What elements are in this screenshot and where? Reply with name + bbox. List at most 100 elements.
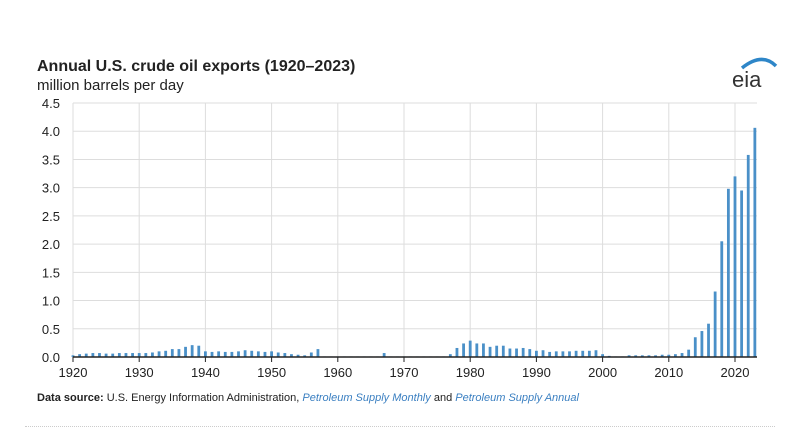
x-tick-label: 1940 [191, 365, 220, 380]
x-tick-label: 1990 [522, 365, 551, 380]
svg-text:eia: eia [732, 67, 762, 92]
x-tick-label: 1920 [59, 365, 88, 380]
bar-1955 [303, 355, 307, 357]
bar-1928 [124, 353, 128, 357]
bar-1954 [296, 354, 300, 357]
bar-1957 [316, 349, 320, 357]
bar-1949 [263, 351, 267, 357]
bar-2015 [700, 331, 704, 357]
bar-1967 [382, 353, 386, 357]
x-tick-label: 2010 [654, 365, 683, 380]
bar-2017 [713, 291, 717, 357]
x-tick-label: 1930 [125, 365, 154, 380]
bar-1944 [230, 351, 234, 357]
source-label: Data source: [37, 392, 104, 404]
bar-1935 [170, 349, 174, 357]
bar-1933 [157, 351, 161, 357]
bar-2013 [687, 349, 691, 357]
bar-1931 [144, 353, 148, 357]
bar-1927 [117, 353, 121, 357]
bar-1922 [84, 353, 88, 357]
bar-1978 [455, 347, 459, 357]
bar-1920 [71, 355, 75, 357]
bar-2021 [740, 190, 744, 357]
y-tick-label: 3.5 [42, 152, 60, 167]
x-tick-label: 1950 [257, 365, 286, 380]
bar-1925 [104, 353, 108, 357]
chart-title: Annual U.S. crude oil exports (1920–2023… [37, 58, 356, 75]
bar-1923 [91, 353, 95, 357]
bar-1989 [528, 349, 532, 357]
bar-1986 [508, 348, 512, 357]
bar-2012 [680, 353, 684, 357]
bar-2004 [627, 355, 631, 357]
bar-1930 [137, 353, 141, 357]
bar-1924 [98, 353, 101, 357]
bar-1982 [482, 343, 485, 357]
divider [25, 426, 775, 427]
bar-1941 [210, 351, 214, 357]
bar-1977 [448, 354, 452, 357]
bar-1926 [111, 353, 115, 357]
bar-2006 [640, 355, 644, 357]
x-tick-label: 2020 [721, 365, 750, 380]
bar-1921 [78, 354, 82, 357]
y-tick-label: 3.0 [42, 181, 60, 196]
bar-1936 [177, 349, 181, 357]
y-tick-label: 2.5 [42, 209, 60, 224]
bar-2007 [647, 355, 651, 357]
bar-1987 [515, 348, 518, 357]
bar-1929 [131, 353, 134, 357]
bar-1988 [521, 347, 525, 357]
bar-1990 [535, 350, 538, 357]
bar-1947 [250, 350, 254, 357]
bar-2010 [667, 354, 671, 357]
link-psa[interactable]: Petroleum Supply Annual [455, 392, 579, 404]
bar-2009 [660, 354, 664, 357]
bar-1948 [256, 351, 260, 357]
bar-1951 [276, 352, 280, 357]
bar-2022 [746, 154, 750, 357]
source-and: and [433, 392, 453, 404]
y-tick-label: 1.5 [42, 265, 60, 280]
bar-1980 [468, 340, 472, 357]
bar-2014 [693, 337, 697, 357]
bar-1943 [223, 351, 227, 357]
bar-1932 [151, 352, 154, 357]
bar-2005 [634, 355, 638, 357]
bar-1950 [270, 351, 273, 357]
y-tick-label: 4.5 [42, 96, 60, 111]
y-tick-label: 0.0 [42, 350, 60, 365]
bar-1997 [581, 350, 585, 357]
bar-1992 [548, 351, 552, 357]
bar-1993 [554, 351, 558, 357]
x-tick-label: 1970 [390, 365, 419, 380]
bar-1937 [184, 346, 187, 357]
bar-1994 [561, 351, 565, 357]
bar-1999 [594, 350, 598, 357]
bar-2020 [733, 176, 737, 357]
y-tick-label: 4.0 [42, 124, 60, 139]
bar-2019 [726, 188, 730, 357]
bar-1981 [475, 343, 479, 357]
bar-1946 [243, 350, 247, 357]
chart-subtitle: million barrels per day [37, 77, 184, 94]
bar-1953 [290, 354, 293, 357]
x-tick-label: 1980 [456, 365, 485, 380]
bar-1938 [190, 345, 194, 357]
bar-1998 [587, 350, 591, 357]
bar-1979 [462, 343, 465, 357]
bar-1985 [501, 345, 505, 357]
source-text: U.S. Energy Information Administration, [106, 392, 300, 404]
bar-2000 [601, 354, 604, 357]
bar-1995 [568, 351, 571, 357]
bar-1983 [488, 346, 492, 357]
bar-1940 [204, 351, 207, 357]
bar-2018 [720, 241, 724, 357]
bar-1996 [574, 350, 578, 357]
bar-2023 [753, 127, 757, 357]
x-tick-label: 2000 [588, 365, 617, 380]
y-tick-label: 2.0 [42, 237, 60, 252]
link-psm[interactable]: Petroleum Supply Monthly [302, 392, 431, 404]
